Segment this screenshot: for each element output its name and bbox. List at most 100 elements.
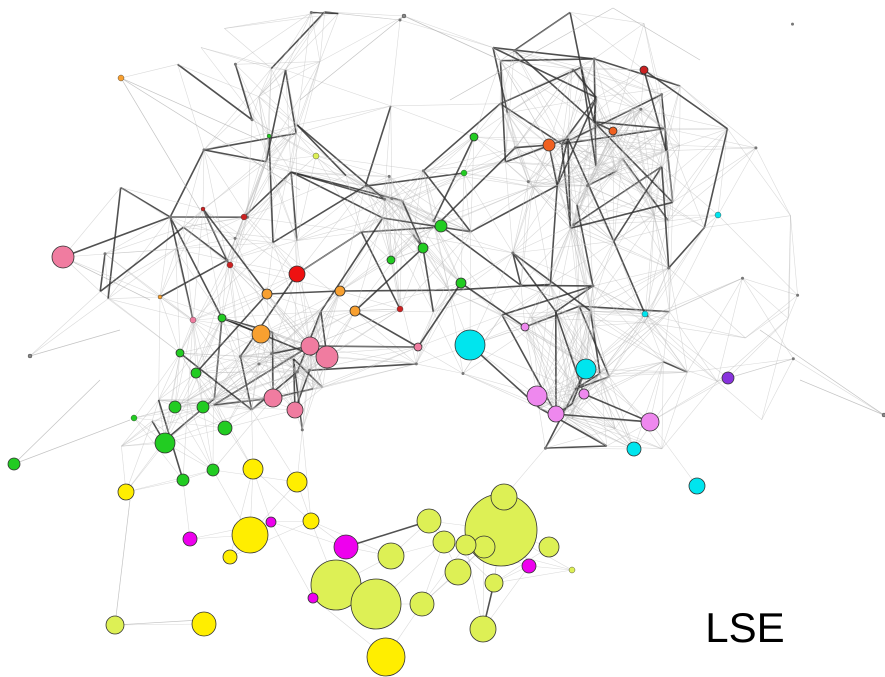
edge bbox=[202, 353, 272, 408]
edge bbox=[661, 381, 718, 449]
edge bbox=[29, 291, 101, 357]
edge bbox=[252, 468, 312, 522]
edge bbox=[339, 199, 385, 292]
edge bbox=[265, 124, 298, 162]
edge bbox=[500, 60, 550, 146]
edge bbox=[158, 399, 204, 408]
edge bbox=[214, 356, 241, 399]
edge bbox=[664, 128, 705, 228]
edge bbox=[524, 326, 557, 415]
edge bbox=[177, 64, 205, 150]
node bbox=[190, 367, 202, 379]
edge bbox=[266, 155, 347, 176]
edge bbox=[469, 252, 514, 346]
edge bbox=[365, 185, 471, 232]
edge bbox=[514, 67, 582, 148]
edge bbox=[423, 161, 506, 172]
edge bbox=[570, 201, 673, 229]
node bbox=[591, 284, 595, 288]
edge bbox=[462, 373, 541, 409]
edge bbox=[247, 216, 274, 243]
edge bbox=[221, 317, 252, 410]
edge bbox=[524, 326, 585, 395]
edge bbox=[221, 293, 268, 319]
edge bbox=[590, 310, 688, 373]
edge bbox=[515, 138, 568, 148]
edge bbox=[266, 133, 297, 156]
edge bbox=[555, 311, 573, 419]
edge bbox=[555, 413, 607, 447]
edge bbox=[640, 109, 655, 216]
edge bbox=[192, 293, 268, 321]
edge bbox=[550, 284, 557, 312]
edge bbox=[528, 138, 569, 182]
edge bbox=[545, 445, 607, 449]
edge bbox=[271, 311, 322, 354]
node bbox=[242, 458, 264, 480]
edge bbox=[473, 136, 550, 146]
edge bbox=[590, 241, 615, 311]
edge bbox=[644, 220, 669, 315]
edge bbox=[224, 28, 272, 69]
edge bbox=[309, 308, 401, 347]
edge bbox=[717, 278, 743, 382]
edge bbox=[390, 103, 501, 107]
edge bbox=[319, 11, 325, 62]
edge bbox=[133, 406, 176, 419]
node bbox=[333, 534, 359, 560]
edge bbox=[296, 217, 383, 241]
edge bbox=[302, 388, 314, 430]
edge bbox=[520, 224, 575, 286]
edge bbox=[258, 68, 272, 97]
edge bbox=[727, 128, 791, 216]
edge bbox=[512, 252, 522, 286]
edge bbox=[159, 296, 194, 321]
edge bbox=[433, 285, 521, 313]
edge bbox=[384, 199, 462, 284]
edge bbox=[567, 68, 573, 139]
edge bbox=[460, 172, 465, 284]
edge bbox=[571, 68, 614, 132]
edge bbox=[572, 68, 666, 129]
edge bbox=[159, 296, 223, 319]
edge bbox=[416, 290, 450, 365]
node bbox=[233, 62, 237, 66]
edge bbox=[158, 317, 223, 401]
edge bbox=[592, 267, 669, 287]
edge bbox=[235, 12, 312, 65]
edge bbox=[390, 170, 424, 261]
edge bbox=[599, 313, 646, 374]
edge bbox=[473, 136, 558, 186]
edge bbox=[663, 311, 670, 362]
edge bbox=[669, 214, 719, 312]
edge bbox=[315, 155, 384, 219]
edge bbox=[243, 216, 298, 275]
edge bbox=[661, 166, 719, 216]
node bbox=[416, 508, 442, 534]
edge bbox=[266, 124, 298, 156]
edge bbox=[179, 319, 194, 354]
edge bbox=[361, 231, 414, 236]
edge bbox=[644, 313, 664, 362]
edge bbox=[609, 322, 645, 377]
edge bbox=[99, 226, 184, 293]
edge bbox=[251, 409, 298, 483]
edge bbox=[581, 67, 642, 110]
edge bbox=[202, 397, 274, 408]
node bbox=[469, 132, 479, 142]
edge bbox=[528, 181, 614, 242]
edge bbox=[120, 77, 261, 141]
edge bbox=[596, 97, 614, 132]
edge bbox=[270, 521, 314, 599]
node bbox=[409, 591, 435, 617]
edge bbox=[423, 147, 516, 172]
edge bbox=[272, 242, 311, 347]
node bbox=[421, 169, 425, 173]
edge bbox=[234, 238, 273, 333]
node bbox=[641, 310, 649, 318]
edge bbox=[717, 318, 789, 382]
edge bbox=[285, 69, 298, 125]
edge bbox=[448, 290, 464, 374]
edge bbox=[469, 284, 551, 346]
